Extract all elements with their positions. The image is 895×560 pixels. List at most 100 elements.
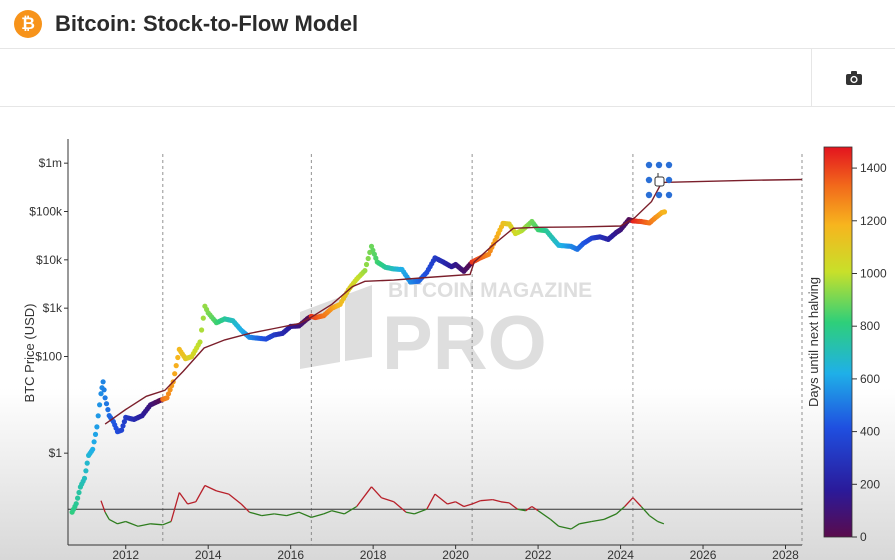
y-tick-label: $10k bbox=[36, 253, 63, 267]
ratio-segment bbox=[286, 511, 300, 517]
ratio-segment bbox=[261, 513, 275, 517]
ratio-segment bbox=[624, 497, 634, 507]
ratio-segment bbox=[150, 523, 163, 526]
price-point bbox=[94, 424, 100, 430]
ratio-segment bbox=[100, 500, 106, 513]
ratio-segment bbox=[240, 503, 250, 513]
colorbar-tick-label: 1000 bbox=[860, 266, 887, 280]
y-tick-label: $1k bbox=[43, 301, 63, 315]
ratio-segment bbox=[447, 501, 456, 505]
price-point bbox=[97, 402, 103, 408]
ratio-segment bbox=[274, 513, 287, 517]
ratio-segment bbox=[187, 501, 196, 505]
ratio-segment bbox=[517, 508, 526, 512]
x-tick-label: 2020 bbox=[442, 548, 469, 560]
chart-toolbar bbox=[0, 49, 895, 107]
ratio-segment bbox=[298, 511, 312, 518]
ratio-segment bbox=[426, 493, 436, 510]
ratio-segment bbox=[537, 510, 551, 520]
colorbar-tick-label: 200 bbox=[860, 477, 880, 491]
price-point bbox=[373, 255, 379, 261]
price-point bbox=[98, 391, 104, 397]
price-point bbox=[100, 379, 106, 385]
price-point bbox=[120, 423, 126, 429]
y-tick-label: $100k bbox=[29, 205, 63, 219]
colorbar-tick-label: 400 bbox=[860, 425, 880, 439]
ratio-segment bbox=[463, 503, 473, 508]
ratio-segment bbox=[204, 484, 217, 492]
ratio-segment bbox=[371, 486, 382, 499]
ratio-segment bbox=[414, 508, 428, 515]
price-point bbox=[95, 413, 101, 419]
ratio-segment bbox=[525, 505, 533, 512]
ratio-segment bbox=[500, 501, 510, 504]
ratio-segment bbox=[249, 511, 262, 517]
x-tick-label: 2018 bbox=[360, 548, 387, 560]
x-tick-label: 2022 bbox=[525, 548, 552, 560]
hand-cursor-icon bbox=[654, 173, 665, 187]
bitcoin-logo-icon: ₿ bbox=[14, 10, 42, 38]
ratio-segment bbox=[579, 520, 592, 525]
halving-lines bbox=[162, 154, 803, 545]
x-axis-ticks: 2012 2014 2016 2018 2020 2022 2024 2026 2028 bbox=[112, 545, 799, 560]
model-line bbox=[104, 178, 803, 425]
y-axis-ticks: $1m $100k $10k $1k $100 $1 bbox=[29, 156, 68, 460]
price-point bbox=[164, 395, 170, 401]
price-point bbox=[92, 431, 99, 437]
price-point bbox=[370, 247, 376, 253]
ratio-segment bbox=[228, 493, 242, 505]
ratio-segment bbox=[531, 505, 539, 512]
ratio-segment bbox=[405, 511, 415, 515]
ratio-segment bbox=[381, 497, 395, 503]
price-point bbox=[73, 501, 79, 507]
download-image-button[interactable] bbox=[811, 49, 895, 106]
price-point bbox=[165, 391, 172, 397]
price-point bbox=[121, 419, 127, 425]
selection-handles[interactable] bbox=[645, 161, 673, 199]
price-point bbox=[173, 363, 179, 369]
ratio-segment bbox=[508, 502, 518, 510]
price-point bbox=[101, 387, 107, 393]
ratio-segment bbox=[471, 500, 481, 505]
watermark-top-text: BITCOIN MAGAZINE bbox=[388, 279, 592, 302]
price-point bbox=[362, 268, 368, 274]
ratio-segment bbox=[480, 498, 493, 502]
ratio-segment bbox=[311, 513, 324, 519]
ratio-segment bbox=[393, 501, 407, 513]
colorbar-tick-label: 1400 bbox=[860, 161, 887, 175]
price-point bbox=[661, 209, 668, 215]
price-point bbox=[371, 251, 377, 257]
colorbar bbox=[823, 146, 853, 538]
ratio-segment bbox=[455, 501, 465, 508]
x-tick-label: 2028 bbox=[772, 548, 799, 560]
x-tick-label: 2026 bbox=[690, 548, 717, 560]
price-point bbox=[363, 261, 370, 268]
price-point bbox=[105, 407, 111, 413]
price-point bbox=[90, 446, 96, 452]
price-point bbox=[368, 243, 375, 249]
watermark: BITCOIN MAGAZINE PRO bbox=[300, 279, 592, 386]
price-point bbox=[103, 401, 110, 407]
ratio-segment bbox=[615, 506, 626, 515]
price-point bbox=[199, 327, 205, 333]
price-point bbox=[84, 460, 90, 466]
price-point bbox=[175, 354, 181, 361]
ratio-segment bbox=[603, 513, 617, 520]
price-point bbox=[102, 395, 108, 401]
chart-area: BITCOIN MAGAZINE PRO $1m $100k $10k $1k $100… bbox=[0, 107, 895, 560]
page-header: ₿ Bitcoin: Stock-to-Flow Model bbox=[0, 0, 895, 49]
colorbar-tick-label: 800 bbox=[860, 319, 880, 333]
price-point bbox=[76, 489, 82, 496]
ratio-segment bbox=[170, 492, 180, 522]
watermark-logo-icon bbox=[300, 285, 372, 369]
price-point bbox=[119, 427, 125, 433]
colorbar-tick-label: 0 bbox=[860, 530, 867, 544]
ratio-segment bbox=[640, 506, 650, 517]
page-title: Bitcoin: Stock-to-Flow Model bbox=[55, 11, 359, 36]
colorbar-ticks: 0 200 400 600 800 1000 1200 1400 bbox=[852, 161, 887, 544]
ratio-segment bbox=[178, 492, 189, 505]
price-point bbox=[200, 315, 206, 321]
ratio-segment bbox=[125, 520, 139, 527]
ratio-segment bbox=[492, 498, 502, 503]
ratio-segment bbox=[649, 515, 659, 523]
